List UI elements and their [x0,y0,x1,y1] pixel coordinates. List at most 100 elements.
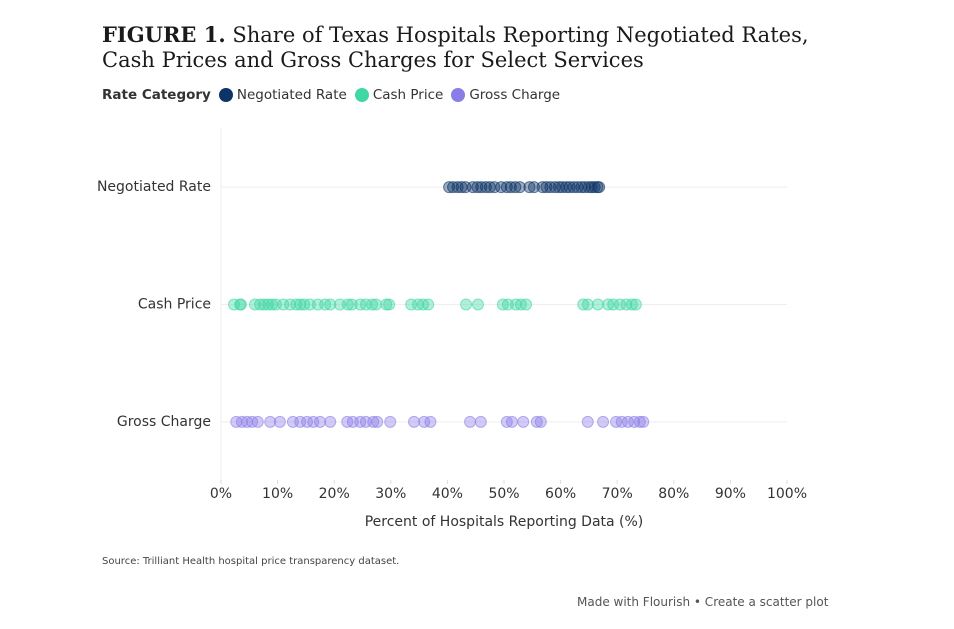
figure-label: FIGURE 1. [102,22,226,47]
dot [523,181,536,194]
dot [633,415,646,428]
dot [447,181,460,194]
source: Source: Trilliant Health hospital price … [102,556,400,567]
dot [479,181,492,194]
dot [504,181,517,194]
dot [597,415,610,428]
dot [500,181,513,194]
dot [277,298,290,311]
legend-item[interactable]: Gross Charge [451,87,560,103]
y-category-label: Gross Charge [117,414,211,430]
dot [251,415,264,428]
dot [366,298,379,311]
dot [544,181,557,194]
dot [607,298,620,311]
series [443,181,606,194]
legend-item[interactable]: Cash Price [354,87,444,103]
dot [405,298,418,311]
dot [615,415,628,428]
dot [284,298,297,311]
dot [520,298,533,311]
dot [422,298,435,311]
legend-swatch [218,88,233,102]
x-tick-label: 80% [658,486,689,502]
dot [475,181,488,194]
dot [614,298,627,311]
dot [345,298,358,311]
dot [517,415,530,428]
dot [625,298,638,311]
dot [367,415,380,428]
dot [384,415,397,428]
dot [591,298,604,311]
x-tick-label: 10% [262,486,293,502]
legend-label: Gross Charge [469,87,561,103]
dot [324,298,337,311]
dot [418,415,431,428]
legend-item[interactable]: Negotiated Rate [218,87,347,103]
dot [466,181,479,194]
dot [314,415,327,428]
legend-swatch [354,88,369,102]
dot [443,181,456,194]
dot [471,298,484,311]
series [228,298,642,311]
x-tick-label: 60% [545,486,576,502]
dot [527,181,540,194]
x-tick-label: 30% [375,486,406,502]
series [230,415,650,428]
chart-title: FIGURE 1. Share of Texas Hospitals Repor… [102,22,822,73]
legend-swatch [451,88,466,102]
header: FIGURE 1. Share of Texas Hospitals Repor… [102,22,822,103]
dot [464,415,477,428]
x-tick-label: 0% [210,486,232,502]
y-category-label: Negotiated Rate [97,179,211,195]
legend-label: Cash Price [372,87,444,103]
dot [324,415,337,428]
dot [341,298,354,311]
dot [471,181,484,194]
dot [505,415,518,428]
title-text: Share of Texas Hospitals Reporting Negot… [102,23,809,72]
dot [307,415,320,428]
legend: Rate Category Negotiated Rate Cash Price Gr… [102,87,822,103]
legend-title: Rate Category [102,87,211,103]
dot [581,298,594,311]
x-tick-label: 50% [488,486,519,502]
credit[interactable]: Made with Flourish • Create a scatter pl… [577,595,829,609]
dot [301,415,314,428]
x-tick-label: 40% [432,486,463,502]
dot [234,298,247,311]
dot [637,415,650,428]
dot [593,181,606,194]
dot [621,415,634,428]
dot [273,415,286,428]
dot [513,181,526,194]
dot [359,298,372,311]
x-tick-label: 70% [602,486,633,502]
x-tick-label: 20% [319,486,350,502]
dot [371,415,384,428]
x-axis-title: Percent of Hospitals Reporting Data (%) [365,514,644,530]
dot [629,298,642,311]
dot [294,415,307,428]
dot [578,181,591,194]
dot [228,298,241,311]
dot [370,298,383,311]
dot [577,298,590,311]
dot [383,298,396,311]
dot [380,298,393,311]
dot [530,415,543,428]
dot [534,415,547,428]
x-tick-label: 100% [767,486,807,502]
dot [509,181,522,194]
dot [581,415,594,428]
dot [588,181,601,194]
dot [474,415,487,428]
dot [408,415,421,428]
legend-label: Negotiated Rate [236,87,347,103]
dot [460,298,473,311]
dot [488,181,501,194]
dot [424,415,437,428]
